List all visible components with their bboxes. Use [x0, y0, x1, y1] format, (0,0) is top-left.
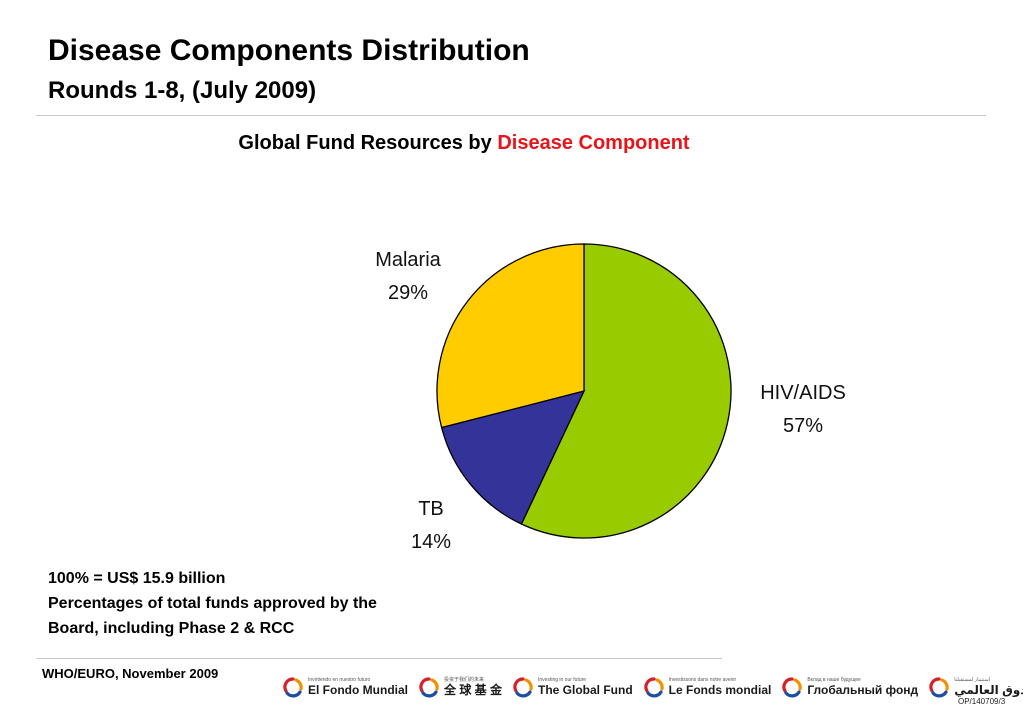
header-divider [36, 115, 986, 116]
logo-tagline: Investing in our future [538, 677, 587, 683]
logo-tagline: Invirtiendo en nuestro futuro [308, 677, 371, 683]
slice-label-tb: TB [418, 498, 444, 520]
logo-name: The Global Fund [538, 683, 633, 697]
footnote-description-line2: Board, including Phase 2 & RCC [48, 620, 295, 637]
logo-tagline: Вклад в наше будущее [807, 677, 861, 683]
logo-name: الصندوق العالمي [954, 683, 1023, 697]
chart-title-highlight: Disease Component [497, 132, 690, 154]
logo-tagline: Investissons dans notre avenir [668, 677, 737, 683]
global-fund-logo: 投资于我们的未来全 球 基 金 [418, 676, 502, 698]
slice-label-hiv-aids: HIV/AIDS [760, 382, 846, 404]
global-fund-logo: Invirtiendo en nuestro futuro El Fondo Mu… [282, 676, 408, 698]
global-fund-swirl-icon [418, 676, 440, 698]
logo-tagline: استثمار لمستقبلنا [954, 677, 991, 683]
source-credit: WHO/EURO, November 2009 [42, 666, 219, 681]
global-fund-swirl-icon [282, 676, 304, 698]
logo-name: Le Fonds mondial [668, 683, 772, 697]
global-fund-logo: Investissons dans notre avenir Le Fonds m… [643, 676, 772, 698]
logo-name: Глобальный фонд [807, 683, 919, 697]
footer-divider [36, 658, 722, 659]
logo-name: 全 球 基 金 [443, 683, 502, 697]
global-fund-swirl-icon [643, 676, 665, 698]
logo-tagline: 投资于我们的未来 [443, 677, 484, 683]
logo-strip: Invirtiendo en nuestro futuro El Fondo Mu… [282, 672, 1023, 702]
footnote-description-line1: Percentages of total funds approved by t… [48, 595, 377, 612]
pie-slice-malaria [436, 243, 585, 429]
global-fund-swirl-icon [781, 676, 803, 698]
footnote-total: 100% = US$ 15.9 billion [48, 570, 226, 587]
slice-label-malaria: Malaria [375, 249, 441, 271]
slice-percent-tb: 14% [411, 531, 451, 553]
page-title: Disease Components Distribution [48, 34, 530, 67]
global-fund-logo: Investing in our future The Global Fund [512, 676, 633, 698]
pie-slices [436, 243, 732, 539]
global-fund-swirl-icon [928, 676, 950, 698]
chart-title: Global Fund Resources by Disease Compone… [0, 132, 928, 155]
footnote: 100% = US$ 15.9 billion Percentages of t… [48, 566, 448, 641]
global-fund-logo: استثمار لمستقبلناالصندوق العالمي [928, 676, 1023, 698]
pie-slice-hiv-aids [520, 243, 732, 539]
pie-slice-tb [440, 390, 586, 525]
page-subtitle: Rounds 1-8, (July 2009) [48, 77, 317, 104]
slice-percent-malaria: 29% [388, 282, 428, 304]
global-fund-logo: Вклад в наше будущее Глобальный фонд [781, 676, 918, 698]
pie-labels: HIV/AIDS 57% TB 14% Malaria 29% [375, 249, 846, 553]
global-fund-swirl-icon [512, 676, 534, 698]
chart-title-prefix: Global Fund Resources by [238, 132, 498, 154]
slice-percent-hiv-aids: 57% [783, 415, 823, 437]
logo-name: El Fondo Mundial [308, 683, 408, 697]
reference-code: OP/140709/3 [958, 697, 1006, 706]
